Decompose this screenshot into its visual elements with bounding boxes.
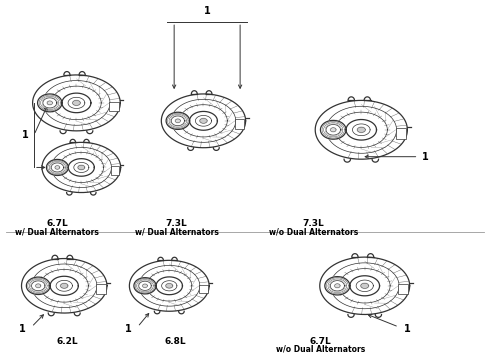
Polygon shape <box>356 280 373 292</box>
Polygon shape <box>330 128 336 132</box>
Polygon shape <box>350 276 380 296</box>
Polygon shape <box>56 280 73 291</box>
Polygon shape <box>200 118 207 123</box>
Polygon shape <box>26 277 50 294</box>
Text: 1: 1 <box>19 324 26 334</box>
Bar <box>199 284 208 293</box>
Bar <box>109 102 119 111</box>
Polygon shape <box>156 277 182 295</box>
Polygon shape <box>190 111 218 130</box>
Polygon shape <box>326 125 341 135</box>
Polygon shape <box>171 116 184 126</box>
Text: 1: 1 <box>203 6 210 16</box>
Text: 1: 1 <box>22 130 29 140</box>
Polygon shape <box>68 97 85 108</box>
Polygon shape <box>166 283 173 288</box>
Polygon shape <box>68 159 94 176</box>
Polygon shape <box>335 284 340 288</box>
Text: 6.8L: 6.8L <box>165 337 186 346</box>
Polygon shape <box>43 98 57 108</box>
Polygon shape <box>38 94 62 112</box>
Polygon shape <box>352 124 370 136</box>
Polygon shape <box>74 162 89 172</box>
Text: 7.3L: 7.3L <box>166 219 188 228</box>
Text: 1: 1 <box>404 324 411 334</box>
Polygon shape <box>143 284 147 288</box>
Bar <box>398 284 408 294</box>
Polygon shape <box>357 127 366 132</box>
Text: 6.2L: 6.2L <box>57 337 78 346</box>
Polygon shape <box>175 119 180 123</box>
Text: 6.7L: 6.7L <box>310 337 332 346</box>
Polygon shape <box>62 93 91 113</box>
Polygon shape <box>55 166 60 169</box>
Polygon shape <box>325 276 350 295</box>
Text: 7.3L: 7.3L <box>302 219 324 228</box>
Polygon shape <box>166 112 190 130</box>
Polygon shape <box>139 281 151 291</box>
Polygon shape <box>51 163 64 172</box>
Polygon shape <box>47 101 52 105</box>
Bar <box>396 128 406 139</box>
Polygon shape <box>346 120 376 140</box>
Polygon shape <box>134 278 156 294</box>
Text: 1: 1 <box>125 324 132 334</box>
Polygon shape <box>73 100 80 105</box>
Polygon shape <box>196 116 212 126</box>
Text: w/ Dual Alternators: w/ Dual Alternators <box>15 227 99 236</box>
Polygon shape <box>330 281 344 291</box>
Bar <box>96 284 105 294</box>
Polygon shape <box>47 159 68 175</box>
Text: 6.7L: 6.7L <box>46 219 68 228</box>
Polygon shape <box>78 165 85 170</box>
Text: w/ Dual Alternators: w/ Dual Alternators <box>135 227 219 236</box>
Bar <box>111 166 120 175</box>
Polygon shape <box>50 276 78 295</box>
Polygon shape <box>162 281 177 291</box>
Text: w/o Dual Alternators: w/o Dual Alternators <box>276 345 366 354</box>
Polygon shape <box>361 283 368 288</box>
Bar <box>235 120 244 129</box>
Polygon shape <box>60 283 68 288</box>
Polygon shape <box>31 281 45 291</box>
Text: w/o Dual Alternators: w/o Dual Alternators <box>269 227 358 236</box>
Text: 1: 1 <box>422 152 429 162</box>
Polygon shape <box>36 284 41 288</box>
Polygon shape <box>320 120 346 139</box>
